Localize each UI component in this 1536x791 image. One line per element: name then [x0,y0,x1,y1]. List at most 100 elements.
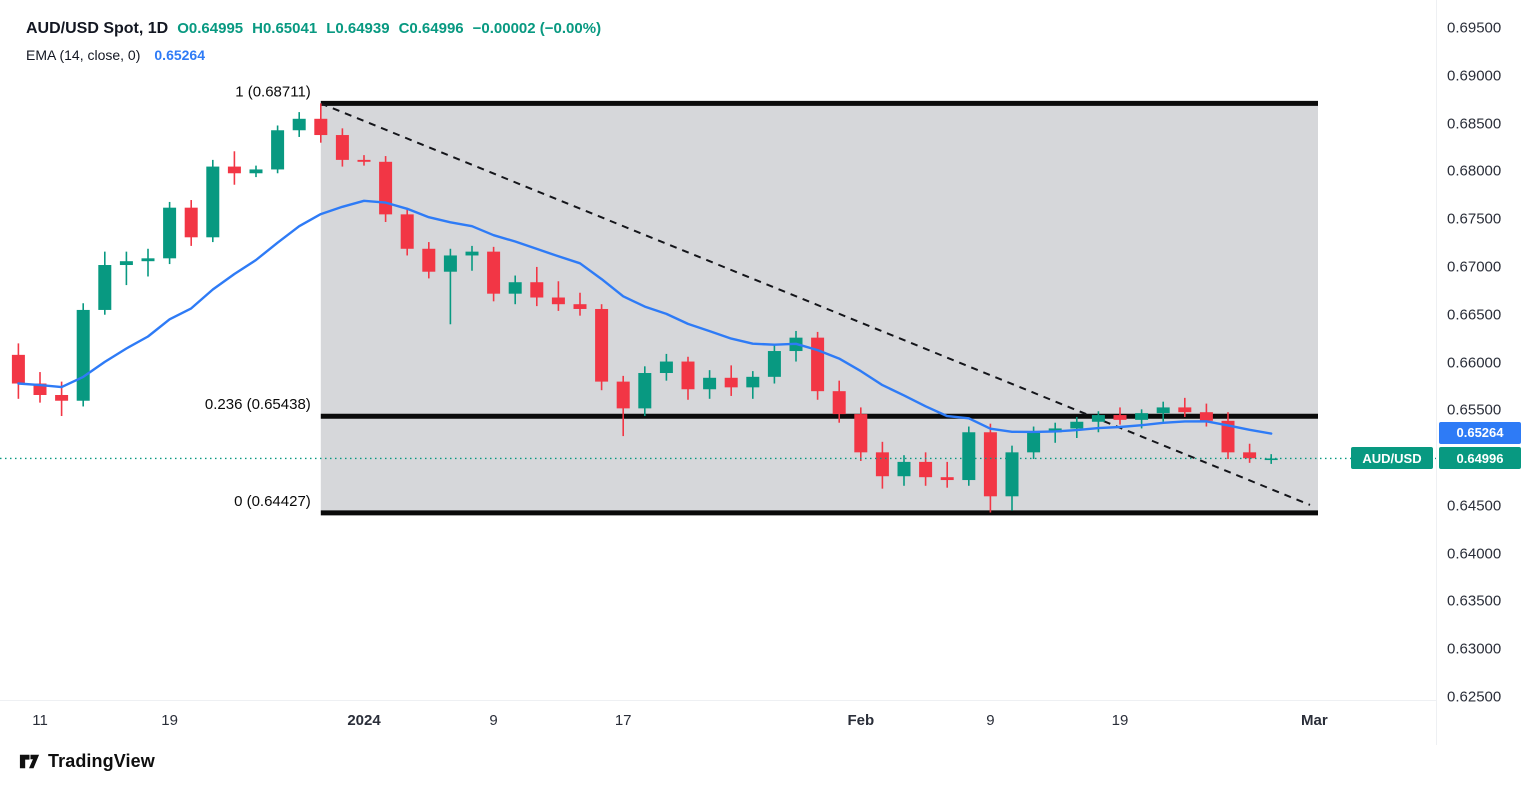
candle-body [163,207,177,259]
chart-canvas[interactable]: 1 (0.68711) 0.236 (0.65438) 0 (0.64427) AU… [0,0,1436,700]
candle-body [314,118,328,136]
candle-body [184,207,198,238]
price-axis-label: 0.62500 [1447,688,1502,706]
price-axis-label: 0.66500 [1447,306,1502,324]
ohlc-low: L0.64939 [326,20,390,37]
candle-body [1264,458,1278,461]
candle-body [422,248,436,272]
price-axis-label: 0.63500 [1447,592,1502,610]
tradingview-logo-icon[interactable] [18,750,41,773]
fib-retracement-region[interactable] [320,103,1318,513]
time-axis-label: 19 [1111,712,1129,729]
candle-body [659,361,673,374]
price-axis-label: 0.67500 [1447,210,1502,228]
candle-body [271,130,285,170]
candle-body [206,166,220,238]
legend-indicator-row: EMA (14, close, 0) 0.65264 [26,47,601,63]
candle-body [962,432,976,481]
candle-body [11,354,25,384]
chart-legend: AUD/USD Spot, 1D O0.64995 H0.65041 L0.64… [26,20,601,63]
candle-body [292,118,306,131]
candle-body [357,159,371,162]
price-axis-label: 0.69500 [1447,19,1502,37]
candle-body [919,461,933,478]
candle-body [767,351,781,377]
candle-body [443,255,457,272]
time-axis-label: 11 [32,712,48,729]
candle-body [249,169,263,174]
time-axis-label: Feb [847,712,875,729]
ema-line[interactable] [17,199,1273,435]
candle-body [76,309,90,401]
price-axis-label: 0.67000 [1447,258,1502,276]
candle-body [897,461,911,477]
ema-price-badge: 0.65264 [1439,421,1521,444]
ohlc-close: C0.64996 [398,20,464,37]
candle-body [573,304,587,309]
candle-body [1091,415,1105,422]
candle-body [638,373,652,409]
fib-level-label: 0.236 (0.65438) [205,396,311,413]
fib-level-label: 1 (0.68711) [235,83,311,100]
ohlc-open: O0.64995 [177,20,244,37]
candle-body [551,297,565,305]
time-axis-label: 9 [986,712,995,729]
ohlc-change: −0.00002 (−0.00%) [472,20,602,37]
ohlc-high: H0.65041 [252,20,318,37]
time-axis-label: 9 [489,712,498,729]
candle-body [465,251,479,256]
price-axis-label: 0.64000 [1447,545,1502,563]
legend-symbol-row: AUD/USD Spot, 1D O0.64995 H0.65041 L0.64… [26,20,601,38]
candle-body [681,361,695,390]
time-axis-label: 2024 [347,712,381,729]
price-axis-label: 0.63000 [1447,640,1502,658]
candle-body [1113,415,1127,420]
candle-body [530,282,544,298]
candle-body [1156,407,1170,414]
time-axis[interactable]: 11 19 2024 9 17 Feb 9 19 Mar [0,700,1436,741]
price-axis[interactable]: 0.65264 0.64996 0.69500 0.69000 0.68500 0.6… [1436,0,1536,745]
candle-body [487,251,501,294]
time-axis-label: Mar [1301,712,1328,729]
candle-body [335,135,349,160]
candle-body [746,376,760,388]
candle-body [119,261,133,266]
fib-level-label: 0 (0.64427) [234,493,311,510]
candle-body [55,394,69,401]
price-axis-label: 0.65500 [1447,401,1502,419]
price-axis-label: 0.66000 [1447,354,1502,371]
candle-body [1070,421,1084,429]
candle-body [811,337,825,392]
candle-body [940,477,954,481]
candle-body [227,166,241,174]
price-line-symbol-badge: AUD/USD [1351,447,1433,470]
symbol-title[interactable]: AUD/USD Spot, 1D [26,20,169,37]
candle-body [832,391,846,415]
time-axis-label: 17 [614,712,632,729]
candle-body [1178,407,1192,413]
candle-body [724,377,738,388]
candle-body [141,258,155,262]
trendline[interactable] [320,102,1311,506]
candle-body [1221,420,1235,453]
candle-body [616,381,630,409]
candle-body [379,161,393,215]
current-price-badge: 0.64996 [1439,447,1521,470]
ema-indicator-label[interactable]: EMA (14, close, 0) [26,47,141,63]
candle-body [1027,432,1041,453]
price-axis-label: 0.68500 [1447,115,1502,133]
candle-body [1135,413,1149,420]
candlestick-chart[interactable]: 1 (0.68711) 0.236 (0.65438) 0 (0.64427) [0,0,1436,700]
candle-body [98,265,112,310]
tradingview-brand-text[interactable]: TradingView [48,751,155,771]
candle-body [1199,412,1213,421]
candle-body [33,383,47,395]
candle-body [854,414,868,453]
candle-body [508,282,522,294]
candle-body [1243,452,1257,459]
price-axis-label: 0.64500 [1447,497,1502,515]
candle-body [983,432,997,497]
ema-indicator-value: 0.65264 [154,47,205,63]
price-axis-label: 0.68000 [1447,162,1502,180]
